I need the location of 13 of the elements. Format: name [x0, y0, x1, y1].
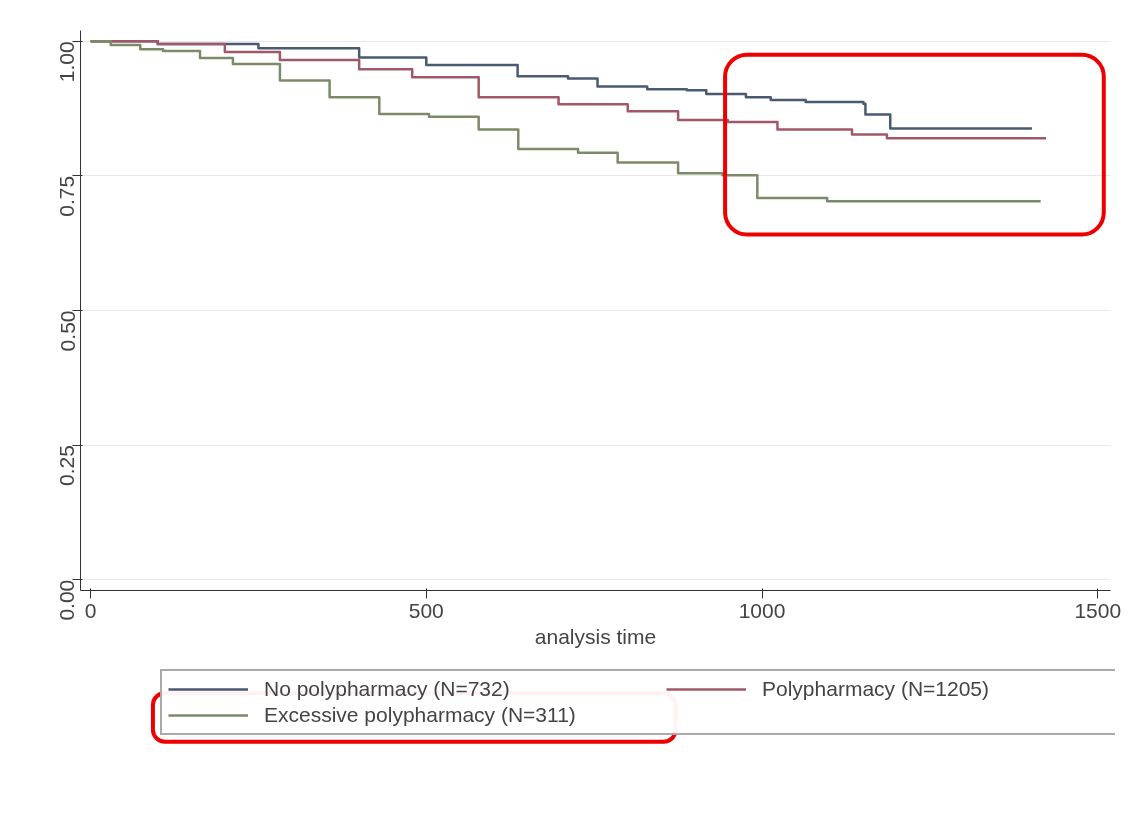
- x-tick-label: 1000: [738, 598, 786, 622]
- x-tick-label: 1500: [1074, 598, 1122, 622]
- y-tick-label: 1.00: [55, 41, 79, 83]
- y-tick-label: 0.75: [55, 175, 79, 217]
- y-tick-label: 0.25: [55, 445, 79, 486]
- legend-label: Polypharmacy (N=1205): [762, 677, 991, 701]
- x-axis-title: analysis time: [534, 624, 657, 648]
- x-tick-label: 500: [408, 598, 444, 622]
- y-tick-label: 0.50: [55, 310, 79, 352]
- x-tick-label: 0: [84, 598, 97, 622]
- y-tick-label: 0.00: [55, 579, 79, 621]
- legend-label: Excessive polypharmacy (N=311): [264, 703, 577, 727]
- legend-label: No polypharmacy (N=732): [264, 677, 511, 701]
